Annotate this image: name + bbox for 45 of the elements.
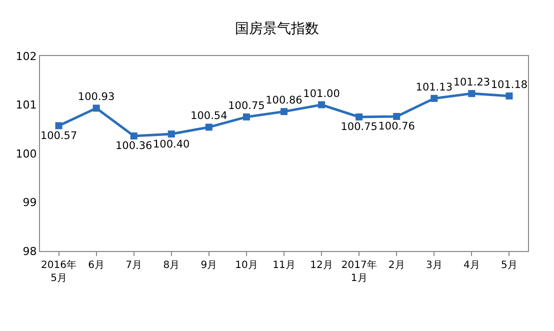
x-tick-label: 2017年 1月 xyxy=(341,259,377,284)
data-label: 101.13 xyxy=(416,81,453,94)
point xyxy=(430,94,438,102)
y-tick-label: 100 xyxy=(16,147,37,160)
x-tick-label: 7月 xyxy=(126,260,142,271)
x-tick-label: 5月 xyxy=(501,260,518,271)
x-tick-label: 11月 xyxy=(272,260,296,271)
point xyxy=(280,108,288,116)
y-tick-label: 101 xyxy=(16,98,37,112)
x-tick-label: 2016年 5月 xyxy=(41,259,76,284)
data-label: 100.75 xyxy=(340,121,378,134)
point xyxy=(242,113,250,120)
y-tick-label: 98 xyxy=(22,244,37,258)
data-label: 101.00 xyxy=(303,88,340,100)
data-label: 100.75 xyxy=(228,100,265,112)
data-label: 100.36 xyxy=(115,140,153,152)
point xyxy=(318,101,326,108)
x-tick-label: 8月 xyxy=(163,260,180,271)
x-tick-label: 6月 xyxy=(88,260,104,271)
point xyxy=(168,130,175,138)
data-label: 100.40 xyxy=(153,138,190,150)
point xyxy=(356,113,363,120)
y-tick-label: 102 xyxy=(16,50,37,63)
point xyxy=(55,122,62,130)
x-tick-label: 10月 xyxy=(235,260,258,271)
x-tick-label: 9月 xyxy=(200,260,218,271)
point xyxy=(92,104,100,112)
x-tick-label: 3月 xyxy=(426,260,442,271)
point xyxy=(205,124,212,131)
data-label: 101.23 xyxy=(453,76,490,89)
chart-title: 国房景气指数 xyxy=(235,20,319,37)
data-label: 101.18 xyxy=(490,78,528,91)
data-label: 100.54 xyxy=(190,110,228,122)
data-label: 100.86 xyxy=(266,94,303,107)
data-label: 100.76 xyxy=(378,120,416,133)
x-tick-label: 4月 xyxy=(464,260,480,271)
x-tick-label: 12月 xyxy=(310,260,333,271)
data-label: 100.93 xyxy=(78,91,115,104)
y-tick-label: 99 xyxy=(22,196,37,210)
point xyxy=(393,112,400,120)
point xyxy=(506,92,513,100)
x-tick-label: 2月 xyxy=(388,260,405,271)
point xyxy=(468,90,476,98)
data-label: 100.57 xyxy=(40,130,78,142)
point xyxy=(130,132,138,140)
